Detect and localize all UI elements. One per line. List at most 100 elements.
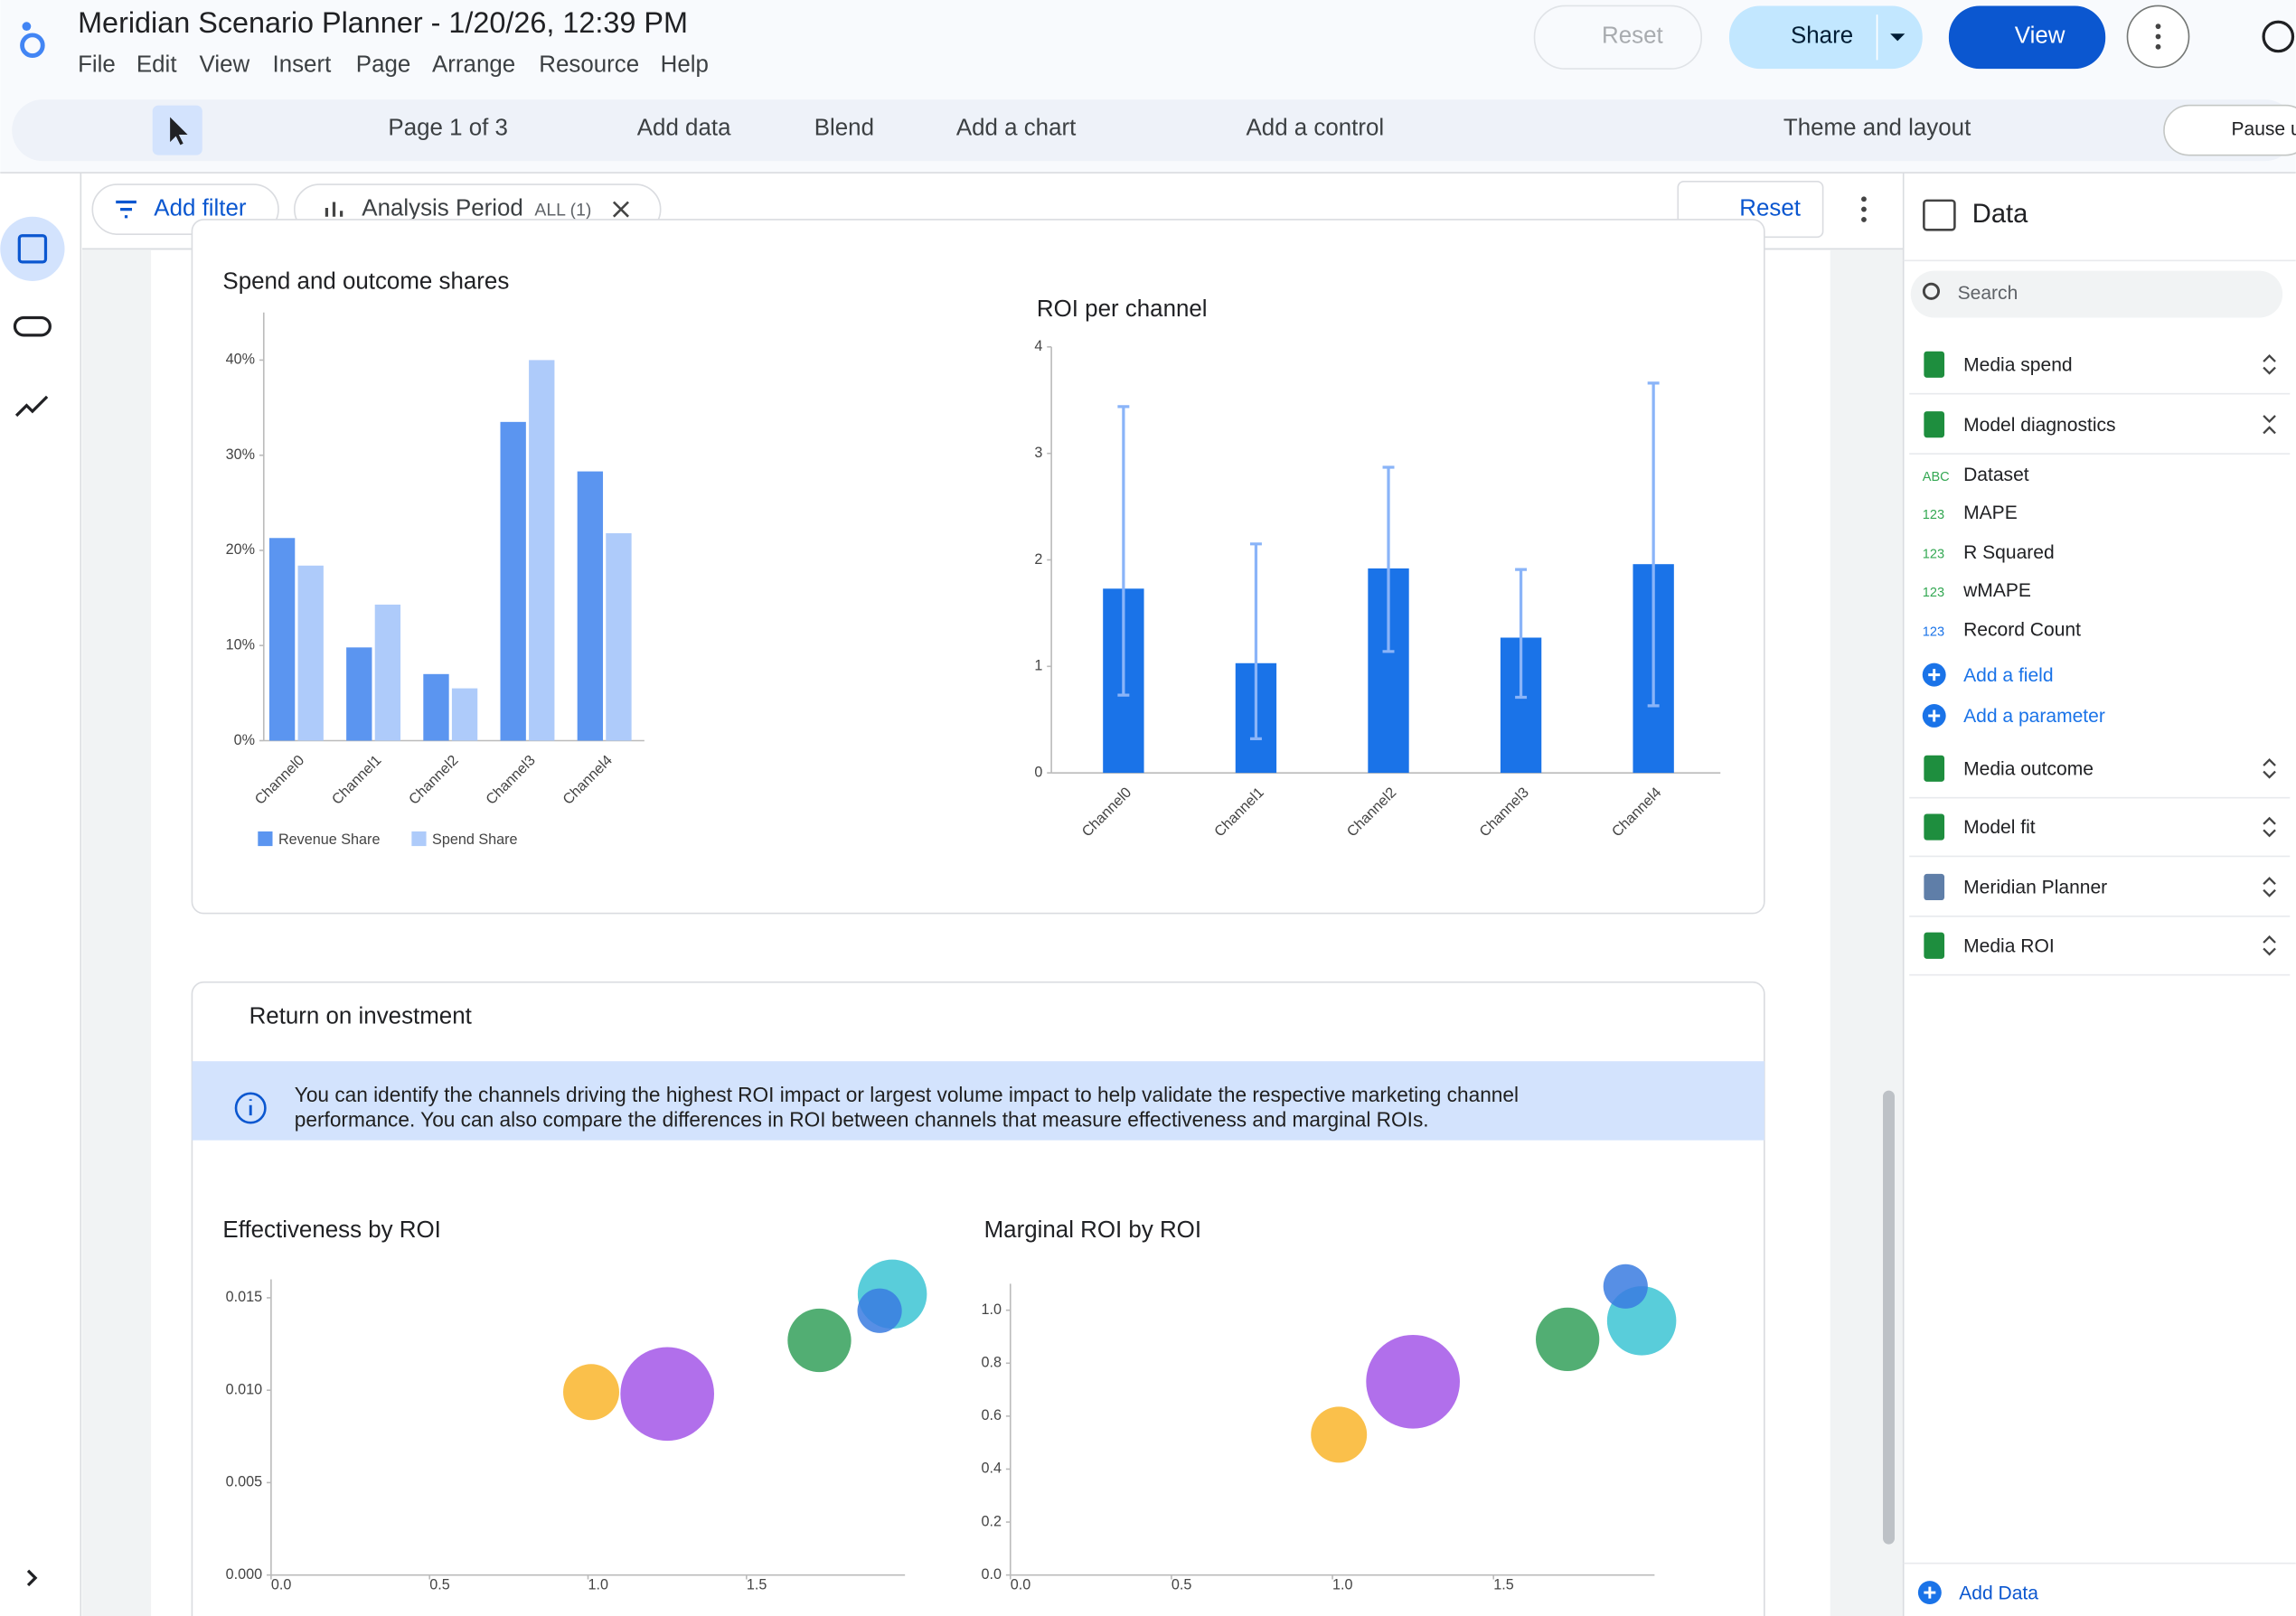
info-banner (192, 1061, 1764, 1141)
error-bar (1249, 542, 1262, 741)
add-data-link[interactable]: Add Data (1959, 1583, 2038, 1603)
add-control[interactable]: Add a control (1247, 115, 1385, 140)
x-tick-label: 1.5 (1493, 1576, 1514, 1593)
info-text: You can identify the channels driving th… (295, 1083, 1519, 1106)
legend-label[interactable]: Revenue Share (278, 831, 380, 848)
menu-item[interactable]: Edit (136, 52, 177, 78)
menu-item[interactable]: Page (356, 52, 411, 78)
blend[interactable]: Blend (814, 115, 874, 140)
add-data[interactable]: Add data (637, 115, 731, 140)
add-filter-label[interactable]: Add filter (154, 195, 247, 221)
search-box[interactable] (1910, 270, 2283, 318)
card (191, 219, 1765, 915)
reset-label[interactable]: Reset (1602, 23, 1663, 48)
add-chart[interactable]: Add a chart (956, 115, 1077, 140)
data-source[interactable]: Model fit (1963, 817, 2036, 838)
bubble[interactable] (1366, 1334, 1460, 1429)
bubble[interactable] (620, 1347, 715, 1442)
view-label[interactable]: View (2015, 23, 2065, 48)
y-tick-label: 3 (1034, 445, 1042, 461)
bubble[interactable] (787, 1308, 852, 1373)
pages-icon (17, 234, 48, 264)
source-icon (1924, 755, 1945, 782)
left-rail (0, 173, 81, 1616)
panel-title: Data (1972, 200, 2028, 229)
menu-item[interactable]: File (78, 52, 116, 78)
bubble[interactable] (1603, 1264, 1648, 1309)
field-name[interactable]: MAPE (1963, 503, 2018, 523)
x-tick-label: 1.0 (1332, 1576, 1353, 1593)
data-source[interactable]: Model diagnostics (1963, 415, 2115, 436)
data-panel (1903, 173, 2296, 1616)
field-type: ABC (1923, 470, 1950, 484)
y-tick-label: 0.000 (226, 1566, 263, 1583)
error-bar (1382, 465, 1395, 653)
toggle-icon[interactable] (13, 315, 52, 337)
menu-item[interactable]: View (200, 52, 250, 78)
bar (606, 533, 632, 741)
y-tick-label: 0.015 (226, 1289, 263, 1305)
dot (2155, 43, 2161, 50)
expand-icon[interactable] (2263, 935, 2276, 956)
legend-label[interactable]: Spend Share (432, 831, 518, 848)
dot (1861, 196, 1867, 202)
bubble[interactable] (1311, 1406, 1368, 1463)
legend-swatch (411, 831, 427, 847)
expand-icon[interactable] (2263, 415, 2276, 435)
chart-title: Effectiveness by ROI (222, 1217, 440, 1243)
expand-icon[interactable] (2263, 353, 2276, 375)
y-tick-label: 0.0 (982, 1566, 1002, 1583)
menu-item[interactable]: Resource (539, 52, 639, 78)
error-bar (1515, 568, 1528, 700)
y-tick-label: 0.6 (982, 1407, 1002, 1423)
expand-icon[interactable] (2263, 757, 2276, 779)
close-icon[interactable] (612, 201, 629, 218)
trend-icon[interactable] (14, 395, 49, 418)
field-name[interactable]: Dataset (1963, 465, 2029, 485)
share-label[interactable]: Share (1791, 23, 1853, 48)
data-source[interactable]: Media outcome (1963, 758, 2094, 779)
panel-link[interactable]: Add a parameter (1963, 706, 2105, 727)
chart-title: Marginal ROI by ROI (984, 1217, 1201, 1243)
theme-layout[interactable]: Theme and layout (1783, 115, 1971, 140)
data-source[interactable]: Media ROI (1963, 935, 2055, 956)
help-icon[interactable] (2262, 20, 2295, 53)
expand-icon[interactable] (2263, 816, 2276, 838)
pause-label[interactable]: Pause u (2231, 119, 2296, 140)
dropdown-icon[interactable] (1890, 33, 1905, 42)
field-name[interactable]: R Squared (1963, 542, 2055, 563)
pages-tab[interactable] (0, 216, 65, 281)
data-source[interactable]: Media spend (1963, 354, 2073, 375)
expand-icon[interactable] (2263, 877, 2276, 897)
data-source[interactable]: Meridian Planner (1963, 878, 2107, 898)
view-button[interactable] (1948, 5, 2106, 70)
bubble[interactable] (563, 1364, 620, 1421)
bar (577, 471, 604, 741)
menu-item[interactable]: Arrange (432, 52, 515, 78)
bar (346, 647, 372, 741)
panel-link[interactable]: Add a field (1963, 665, 2053, 686)
dot (1861, 206, 1867, 212)
doc-title: Meridian Scenario Planner - 1/20/26, 12:… (78, 6, 688, 39)
menu-item[interactable]: Insert (273, 52, 333, 78)
chart-icon (325, 202, 343, 217)
reset-button[interactable] (1533, 5, 1703, 70)
reset-filter-label[interactable]: Reset (1739, 195, 1801, 221)
share-button[interactable] (1728, 5, 1923, 70)
error-bar (1117, 405, 1130, 697)
bar (451, 688, 478, 741)
legend-swatch (258, 831, 273, 847)
menu-item[interactable]: Help (661, 52, 709, 78)
logo (20, 33, 45, 58)
pause-button[interactable] (2163, 104, 2296, 156)
field-name[interactable]: Record Count (1963, 620, 2081, 641)
chip-label[interactable]: Analysis Period (362, 195, 523, 221)
bubble[interactable] (1536, 1307, 1600, 1372)
bubble[interactable] (857, 1288, 902, 1333)
expand-icon[interactable] (26, 1569, 38, 1587)
field-type: 123 (1923, 586, 1944, 600)
search-placeholder[interactable]: Search (1958, 283, 2018, 304)
field-name[interactable]: wMAPE (1962, 580, 2031, 601)
scrollbar (1883, 1090, 1895, 1545)
y-tick-label: 0% (234, 732, 255, 748)
